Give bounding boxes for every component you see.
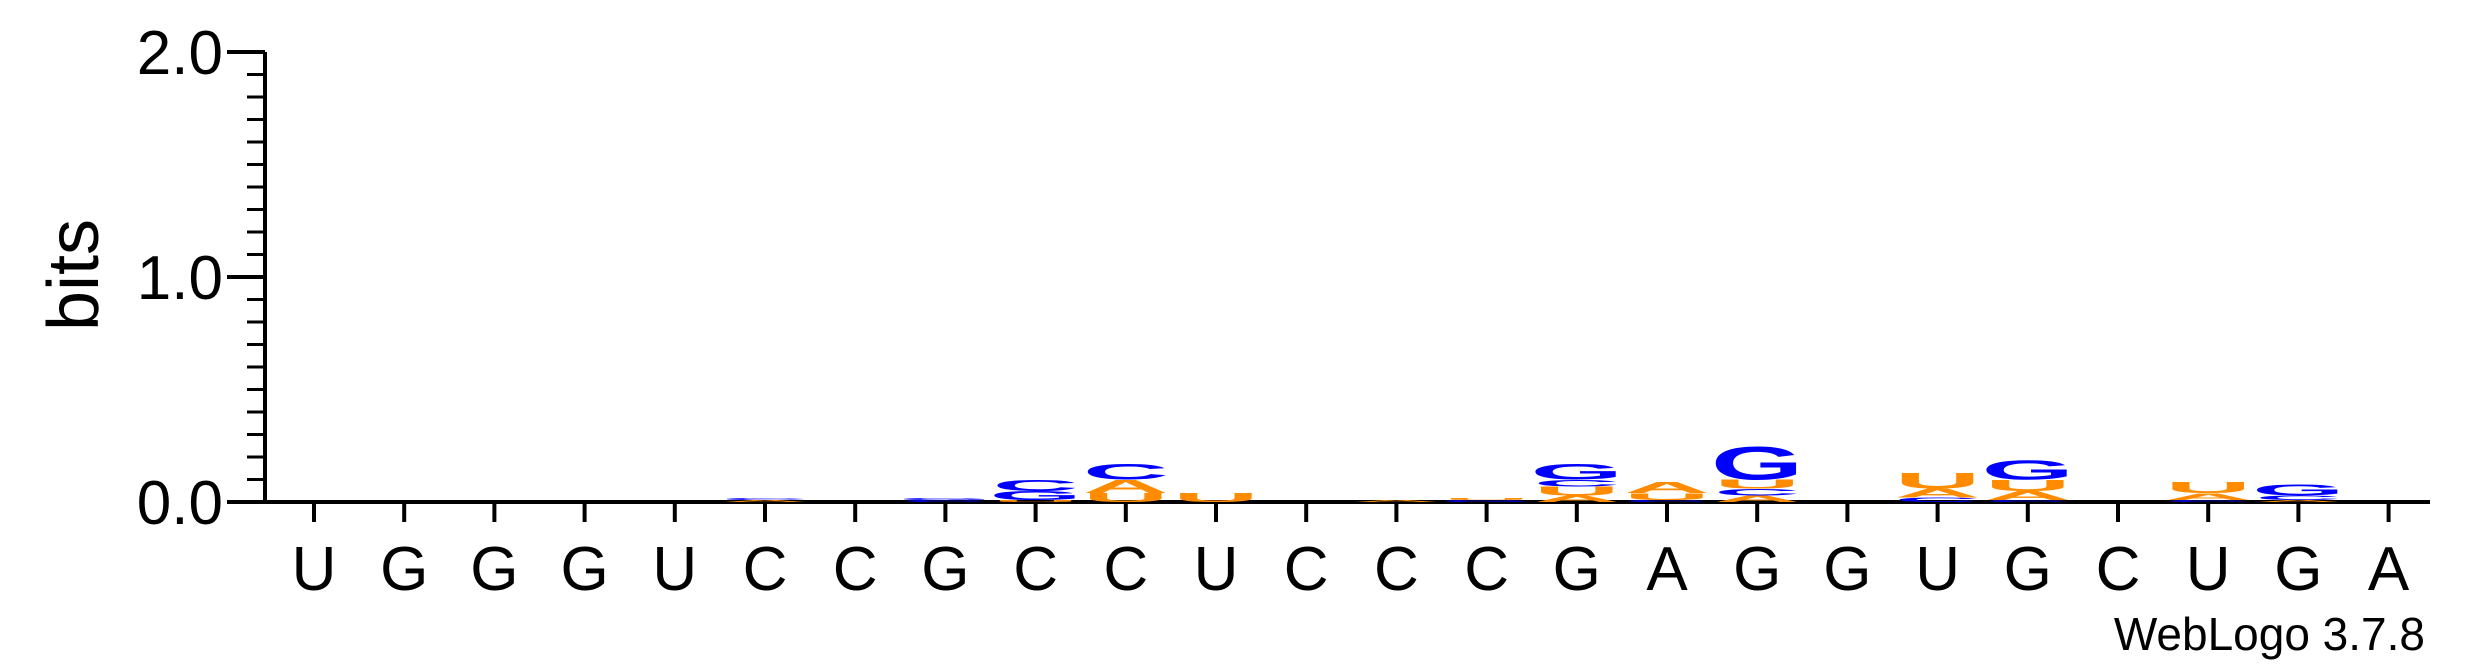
logo-letter-g: G [2252,481,2345,498]
logo-letter-g: G [1440,499,1533,502]
logo-letter-g: G [1711,438,1804,490]
logo-letter-c: C [902,499,988,502]
logo-letter-a: A [1895,486,1981,500]
x-tick-label: G [2274,535,2322,604]
x-tick-label: G [470,535,518,604]
logo-letter-a: A [1353,499,1439,502]
x-tick-label: C [743,535,788,604]
logo-letter-u: U [1083,491,1169,505]
logo-letter-g: G [899,497,992,500]
logo-letter-a: A [1083,476,1169,497]
logo-letter-c: C [1624,499,1710,502]
logo-letter-a: A [1714,494,1800,504]
logo-letter-u: U [1173,491,1259,505]
x-tick-label: C [1284,535,1329,604]
logo-letter-c: C [1534,478,1620,488]
logo-letter-a: A [1534,494,1620,504]
weblogo-version-label: WebLogo 3.7.8 [2114,608,2425,660]
logo-letter-a: A [2255,499,2341,502]
logo-letter-u: U [1714,477,1800,491]
x-tick-label: U [1194,535,1239,604]
logo-letter-c: C [993,477,1079,494]
logo-letter-c: C [1895,496,1981,503]
logo-letter-u: U [1534,484,1620,498]
logo-letter-a: A [722,499,808,502]
logo-letter-c: C [722,497,808,500]
x-tick-label: G [560,535,608,604]
x-tick-label: G [921,535,969,604]
x-tick-label: C [1374,535,1419,604]
x-tick-label: G [1823,535,1871,604]
x-tick-label: U [1915,535,1960,604]
logo-letter-u: U [1895,469,1981,493]
logo-letter-c: C [2165,499,2251,502]
logo-letter-u: U [1444,497,1530,500]
x-tick-label: C [1013,535,1058,604]
logo-letter-a: A [1624,479,1710,496]
logo-letter-a: A [1985,488,2071,502]
logo-letter-a: A [2165,491,2251,501]
y-axis-label: bits [34,219,114,331]
y-tick-label: 0.0 [137,469,223,538]
x-tick-label: C [833,535,878,604]
x-tick-label: G [1733,535,1781,604]
logo-letter-g: G [989,488,1082,502]
logo-letter-u: U [1985,477,2071,494]
logo-letter-u: U [1624,491,1710,501]
x-tick-label: A [2368,535,2410,604]
logo-letter-c: C [2255,494,2341,501]
x-tick-label: G [2004,535,2052,604]
x-tick-label: C [1103,535,1148,604]
x-tick-label: U [292,535,337,604]
logo-letter-u: U [2165,479,2251,496]
x-tick-label: A [1646,535,1688,604]
x-tick-label: G [380,535,428,604]
logo-letter-c: C [1083,460,1169,484]
x-tick-label: G [1553,535,1601,604]
axes: 0.0 1.0 2.0 [137,19,2430,538]
logo-letter-c: C [1714,487,1800,497]
logo-letter-g: G [1531,460,1624,484]
x-tick-label: C [2096,535,2141,604]
y-tick-label: 2.0 [137,19,223,88]
x-tick-label: U [652,535,697,604]
x-tick-label: C [1464,535,1509,604]
logo-letter-g: G [1982,454,2075,485]
logo-letter-c: C [1985,499,2071,502]
x-tick-label: U [2186,535,2231,604]
y-tick-label: 1.0 [137,244,223,313]
logo-letter-u: U [993,499,1079,502]
